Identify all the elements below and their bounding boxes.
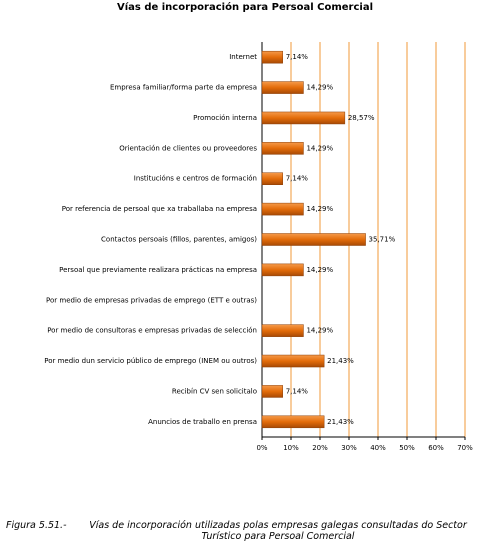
value-label: 28,57%: [348, 114, 375, 122]
bar: [261, 142, 304, 155]
y-tick-label: Promoción interna: [193, 114, 257, 122]
bar: [261, 415, 325, 429]
bar: [261, 233, 366, 246]
y-tick-label: Recibín CV sen solicitalo: [172, 387, 257, 395]
value-label: 14,29%: [306, 327, 333, 335]
y-tick-label: Contactos persoais (fillos, parentes, am…: [101, 236, 257, 244]
value-label: 7,14%: [286, 53, 309, 61]
value-label: 7,14%: [286, 387, 309, 395]
bar: [261, 50, 283, 64]
y-tick-label: Por medio de empresas privadas de empreg…: [46, 296, 257, 304]
value-label: 14,29%: [306, 266, 333, 274]
value-label: 21,43%: [327, 357, 354, 365]
x-tick-label: 40%: [370, 444, 386, 452]
x-tick-label: 30%: [341, 444, 357, 452]
x-tick-label: 70%: [457, 444, 473, 452]
caption-text: Vías de incorporación utilizadas polas e…: [89, 520, 467, 542]
bar: [261, 111, 346, 125]
x-tick-label: 0%: [256, 444, 267, 452]
caption: Figura 5.51.- Vías de incorporación util…: [0, 520, 490, 542]
bar: [261, 263, 304, 277]
y-tick-label: Por referencia de persoal que xa traball…: [62, 205, 257, 213]
x-tick-label: 50%: [399, 444, 415, 452]
bar: [261, 172, 283, 185]
chart-title: Vías de incorporación para Persoal Comer…: [117, 1, 373, 13]
value-label: 7,14%: [286, 175, 309, 183]
caption-label: Figura 5.51.-: [6, 520, 67, 531]
bar: [261, 324, 304, 337]
bar: [261, 202, 304, 216]
y-tick-label: Internet: [229, 53, 257, 61]
value-label: 21,43%: [327, 418, 354, 426]
chart: Vías de incorporación para Persoal Comer…: [44, 1, 473, 452]
bar: [261, 385, 283, 398]
x-tick-label: 10%: [283, 444, 299, 452]
bar: [261, 81, 304, 94]
y-tick-label: Persoal que previamente realizara prácti…: [59, 266, 257, 274]
y-tick-label: Institucións e centros de formación: [134, 175, 257, 183]
y-tick-label: Por medio de consultoras e empresas priv…: [47, 327, 257, 335]
value-label: 14,29%: [306, 144, 333, 152]
y-tick-label: Orientación de clientes ou proveedores: [119, 144, 257, 152]
y-tick-label: Anuncios de traballo en prensa: [148, 418, 257, 426]
x-tick-label: 20%: [312, 444, 328, 452]
value-label: 35,71%: [369, 236, 396, 244]
bar: [261, 354, 325, 368]
y-tick-label: Por medio dun servicio público de empreg…: [44, 357, 257, 365]
x-tick-label: 60%: [428, 444, 444, 452]
value-label: 14,29%: [306, 205, 333, 213]
y-tick-label: Empresa familiar/forma parte da empresa: [110, 84, 257, 92]
value-label: 14,29%: [306, 84, 333, 92]
